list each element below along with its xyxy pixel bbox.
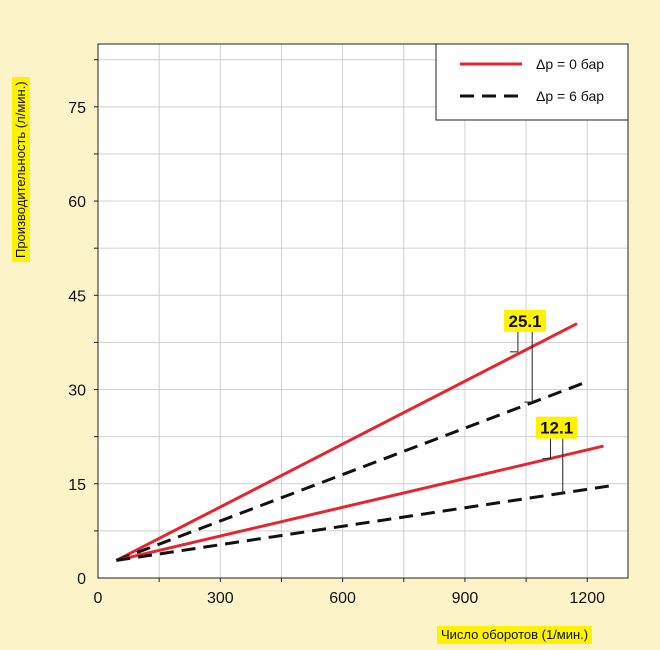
series-line-25.1-solid: [115, 322, 578, 562]
y-tick-label: 75: [68, 100, 86, 117]
x-tick-label: 300: [207, 590, 234, 607]
legend-label: Δp = 0 бар: [536, 56, 604, 72]
annotation-box: [535, 416, 578, 439]
legend-box: [435, 43, 629, 121]
annotation-label: 25.1: [509, 312, 542, 331]
y-tick-label: 45: [68, 288, 86, 305]
legend: Δp = 0 бар Δp = 6 бар: [435, 43, 629, 121]
y-axis-label: Производительность (л/мин.): [12, 77, 30, 262]
series-line-12.1-solid: [116, 444, 604, 562]
plot-frame: [97, 43, 629, 579]
axes: 0 300 600 900 1200 0 15 30 45 60 75: [68, 43, 629, 607]
series-line-12.1-dashed: [116, 483, 616, 562]
y-tick-label: 60: [68, 194, 86, 211]
x-tick-label: 1200: [569, 590, 605, 607]
x-tick-label: 0: [94, 590, 103, 607]
annotations: 25.1 12.1: [504, 309, 578, 494]
series: [115, 322, 616, 562]
series-line-25.1-dashed: [115, 381, 584, 562]
annotation-box: [504, 309, 547, 332]
plot-area: [98, 44, 628, 578]
y-tick-label: 0: [77, 571, 86, 588]
annotation-label: 12.1: [540, 419, 573, 438]
x-axis-label: Число оборотов (1/мин.): [437, 626, 593, 644]
y-tick-label: 15: [68, 477, 86, 494]
x-tick-label: 900: [452, 590, 479, 607]
legend-label: Δp = 6 бар: [536, 88, 604, 104]
y-tick-label: 30: [68, 383, 86, 400]
x-tick-label: 600: [329, 590, 356, 607]
